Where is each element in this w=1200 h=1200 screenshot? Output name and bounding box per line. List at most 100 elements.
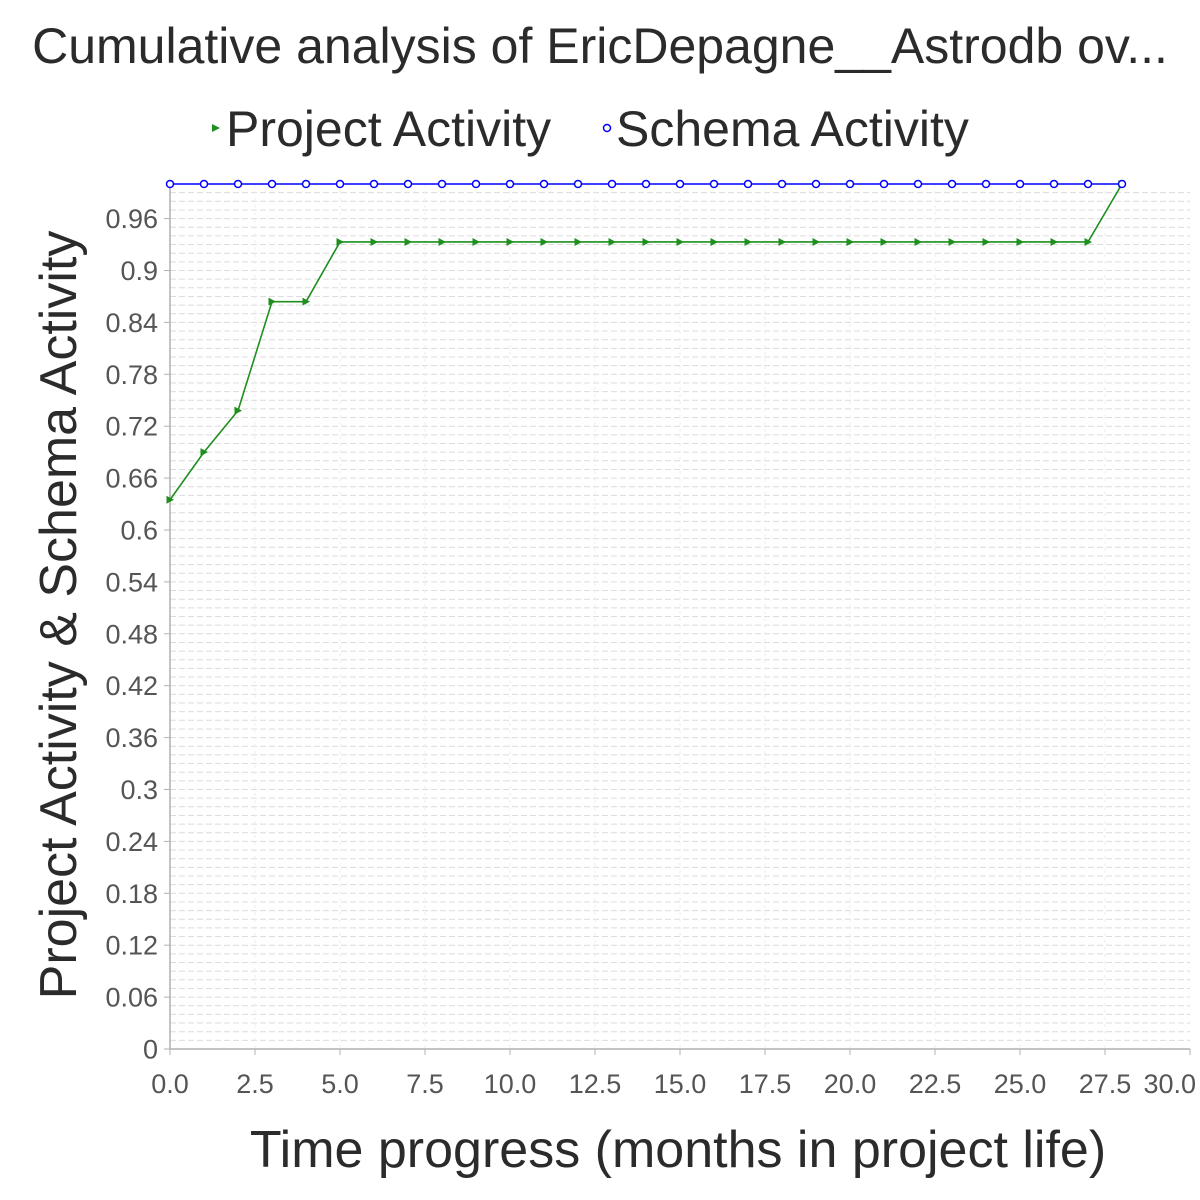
legend-marker-project-activity [212,124,220,132]
project-activity-point [234,406,242,415]
project-activity-point [778,237,786,246]
schema-activity-point [505,179,515,189]
schema-activity-point [437,179,447,189]
project-activity-point [676,237,684,246]
y-tick-label: 0.48 [105,619,158,649]
x-tick-label: 17.5 [739,1069,792,1099]
project-activity-point [336,237,344,246]
project-activity-point [846,237,854,246]
x-axis-title: Time progress (months in project life) [250,1121,1106,1179]
project-activity-point [812,237,820,246]
y-tick-label: 0.72 [105,412,158,442]
x-tick-label: 22.5 [909,1069,962,1099]
project-activity-point [880,237,888,246]
legend-label-schema-activity: Schema Activity [616,101,969,157]
schema-activity-point [641,179,651,189]
y-tick-label: 0.96 [105,204,158,234]
project-activity-point [1050,237,1058,246]
schema-activity-point [471,179,481,189]
x-tick-label: 10.0 [484,1069,537,1099]
series-layer [165,179,1127,504]
schema-activity-point [743,179,753,189]
schema-activity-point [403,179,413,189]
schema-activity-point [709,179,719,189]
x-tick-label: 27.5 [1079,1069,1132,1099]
schema-activity-point [301,179,311,189]
schema-activity-point [233,179,243,189]
project-activity-point [608,237,616,246]
project-activity-point [574,237,582,246]
project-activity-point [914,237,922,246]
schema-activity-point [811,179,821,189]
project-activity-point [404,237,412,246]
y-tick-label: 0.78 [105,360,158,390]
schema-activity-point [165,179,175,189]
project-activity-point [472,237,480,246]
x-tick-label: 25.0 [994,1069,1047,1099]
project-activity-point [982,237,990,246]
x-tick-label: 12.5 [569,1069,622,1099]
y-tick-label: 0.6 [120,516,158,546]
x-tick-label: 20.0 [824,1069,877,1099]
schema-activity-point [879,179,889,189]
x-tick-label: 7.5 [406,1069,444,1099]
schema-activity-point [913,179,923,189]
y-tick-label: 0.18 [105,879,158,909]
project-activity-point [268,297,276,306]
x-tick-label: 15.0 [654,1069,707,1099]
legend-label-project-activity: Project Activity [226,101,551,157]
project-activity-point [948,237,956,246]
y-tick-label: 0.42 [105,671,158,701]
project-activity-point [200,448,208,457]
legend-marker-schema-activity [602,123,612,133]
project-activity-point [506,237,514,246]
project-activity-point [710,237,718,246]
schema-activity-point [1049,179,1059,189]
y-tick-label: 0 [143,1035,158,1065]
project-activity-point [540,237,548,246]
chart-title: Cumulative analysis of EricDepagne__Astr… [32,18,1168,74]
schema-activity-point [1117,179,1127,189]
schema-activity-point [369,179,379,189]
y-tick-label: 0.06 [105,983,158,1013]
y-tick-label: 0.36 [105,723,158,753]
schema-activity-point [981,179,991,189]
x-tick-label: 5.0 [321,1069,359,1099]
project-activity-point [438,237,446,246]
schema-activity-point [675,179,685,189]
schema-activity-point [607,179,617,189]
y-tick-label: 0.66 [105,464,158,494]
y-tick-label: 0.84 [105,308,158,338]
x-tick-label: 2.5 [236,1069,274,1099]
project-activity-point [166,495,174,504]
y-axis-ticks: 0 0.06 0.12 0.18 0.24 0.3 0.36 0.42 0.48 0.54 0.6 0… [105,204,170,1065]
y-axis-title: Project Activity & Schema Activity [30,231,88,1000]
project-activity-point [302,297,310,306]
schema-activity-point [199,179,209,189]
project-activity-point [642,237,650,246]
project-activity-line [169,183,1123,501]
x-axis-ticks: 0.0 2.5 5.0 7.5 10.0 12.5 15.0 17.5 20.0 22.5 25.0… [151,1049,1196,1099]
y-tick-label: 0.12 [105,931,158,961]
schema-activity-point [539,179,549,189]
y-tick-label: 0.54 [105,567,158,597]
project-activity-point [1016,237,1024,246]
schema-activity-point [335,179,345,189]
schema-activity-point [267,179,277,189]
project-activity-point [1084,237,1092,246]
schema-activity-point [845,179,855,189]
legend: Project Activity Schema Activity [212,101,969,157]
y-tick-label: 0.3 [120,775,158,805]
grid [170,184,1190,1049]
schema-activity-point [777,179,787,189]
x-tick-label: 0.0 [151,1069,189,1099]
schema-activity-point [1015,179,1025,189]
project-activity-point [744,237,752,246]
schema-activity-point [947,179,957,189]
y-tick-label: 0.24 [105,827,158,857]
x-tick-label: 30.0 [1143,1069,1196,1099]
schema-activity-point [573,179,583,189]
y-tick-label: 0.9 [120,256,158,286]
project-activity-point [370,237,378,246]
